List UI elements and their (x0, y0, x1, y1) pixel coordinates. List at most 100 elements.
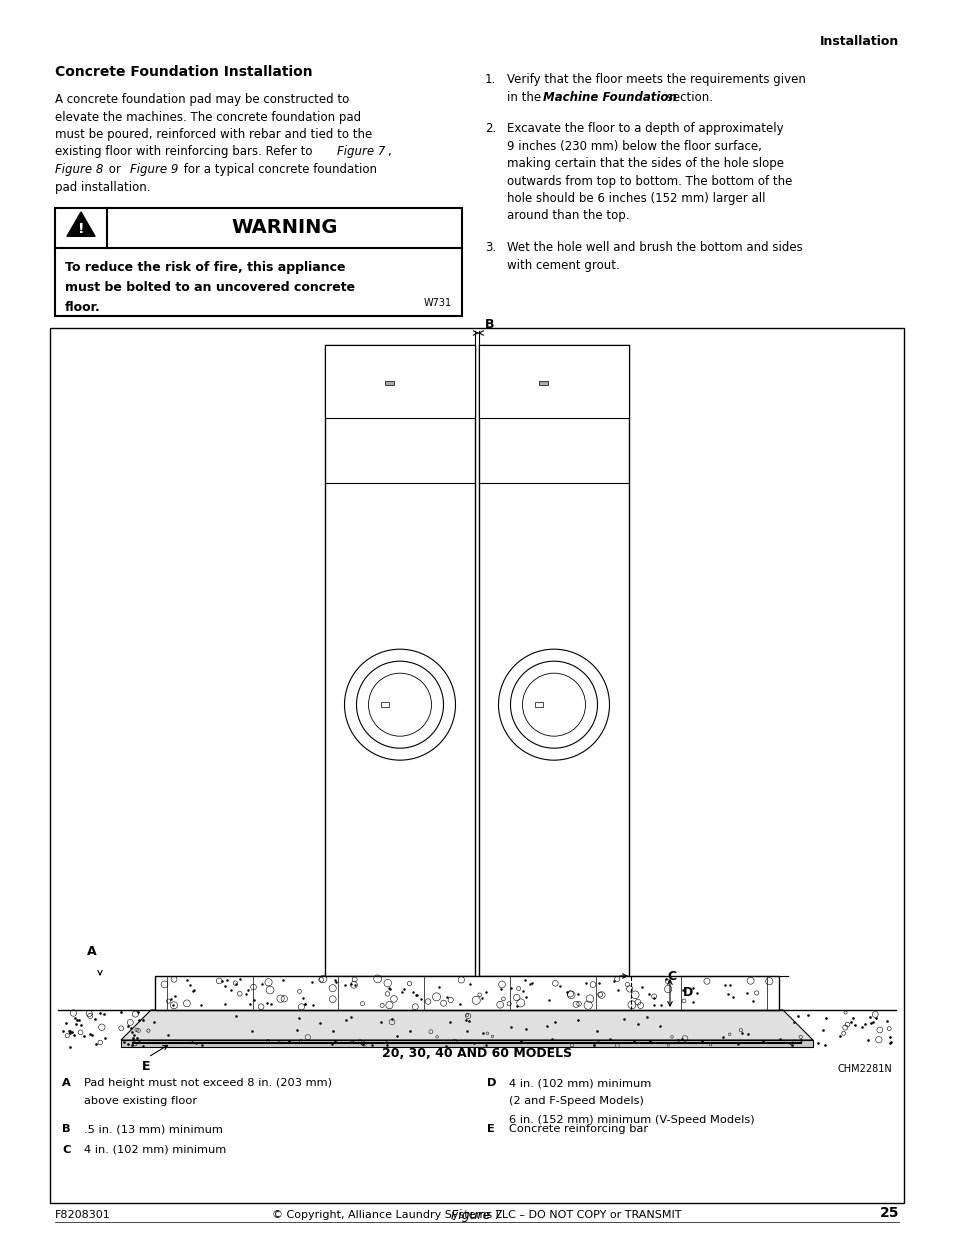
Point (642, 1031, 658, 1051)
Point (862, 1007, 877, 1026)
Point (881, 1028, 896, 1047)
Point (513, 1031, 528, 1051)
Point (228, 1007, 243, 1026)
Point (289, 1020, 304, 1040)
Point (547, 1011, 562, 1031)
Text: W731: W731 (423, 298, 452, 308)
Point (578, 973, 594, 993)
Text: D: D (682, 987, 693, 999)
Point (89, 1034, 104, 1053)
Point (755, 1031, 770, 1051)
Point (405, 982, 420, 1002)
Point (524, 973, 539, 993)
Text: in the: in the (506, 90, 544, 104)
Text: A: A (62, 1078, 71, 1088)
Bar (478, 345, 628, 976)
Point (459, 1021, 475, 1041)
Point (345, 1032, 360, 1052)
Bar (50, 329, 903, 1203)
Point (543, 1029, 558, 1049)
Point (96, 1004, 112, 1024)
Text: Installation: Installation (819, 35, 898, 48)
Text: E: E (142, 1061, 150, 1073)
Point (242, 994, 257, 1014)
Point (793, 1030, 808, 1050)
Point (831, 1026, 846, 1046)
Point (135, 1010, 151, 1030)
Point (862, 1013, 878, 1032)
Text: 20, 30, 40 AND 60 MODELS: 20, 30, 40 AND 60 MODELS (381, 1047, 572, 1060)
Point (338, 1010, 354, 1030)
Point (522, 974, 537, 994)
Point (414, 989, 429, 1009)
Point (297, 994, 313, 1014)
Text: Figure 7: Figure 7 (451, 1209, 502, 1221)
Point (281, 1031, 296, 1051)
Point (189, 1032, 204, 1052)
Point (120, 1034, 135, 1053)
Point (739, 983, 754, 1003)
Point (645, 995, 660, 1015)
Bar (121, 1040, 812, 1046)
Bar (535, 703, 542, 706)
Point (684, 978, 700, 998)
Point (223, 981, 238, 1000)
Bar (538, 380, 547, 384)
Text: pad installation.: pad installation. (55, 180, 151, 194)
Text: F8208301: F8208301 (55, 1210, 111, 1220)
Point (674, 1030, 689, 1050)
Point (131, 1032, 146, 1052)
Point (168, 987, 183, 1007)
Point (675, 981, 690, 1000)
Point (844, 1009, 860, 1029)
Text: section.: section. (662, 90, 712, 104)
Point (328, 1031, 343, 1051)
Point (97, 1029, 112, 1049)
Point (120, 1015, 135, 1035)
Text: B: B (484, 317, 494, 331)
Point (130, 1029, 145, 1049)
Point (135, 1036, 151, 1056)
Point (409, 986, 424, 1005)
Text: D: D (486, 1078, 496, 1088)
Point (684, 992, 700, 1011)
Point (815, 1020, 830, 1040)
Point (740, 1024, 755, 1044)
Point (238, 984, 253, 1004)
Point (586, 1035, 601, 1055)
Point (431, 977, 446, 997)
Point (800, 1005, 815, 1025)
Point (477, 982, 493, 1002)
Point (661, 971, 677, 990)
Point (466, 1034, 481, 1053)
Point (343, 1032, 358, 1052)
Point (715, 1026, 730, 1046)
Point (745, 992, 760, 1011)
Point (336, 974, 352, 994)
Point (68, 1008, 83, 1028)
Point (182, 974, 197, 994)
Point (670, 1030, 685, 1050)
Point (382, 979, 397, 999)
Text: Verify that the floor meets the requirements given: Verify that the floor meets the requirem… (506, 73, 805, 86)
Point (394, 982, 409, 1002)
Point (493, 979, 508, 999)
Point (305, 995, 320, 1015)
Point (379, 1035, 395, 1055)
Point (539, 1016, 555, 1036)
Point (477, 1035, 493, 1055)
Point (517, 987, 533, 1007)
Text: © Copyright, Alliance Laundry Systems LLC – DO NOT COPY or TRANSMIT: © Copyright, Alliance Laundry Systems LL… (272, 1210, 681, 1220)
Point (846, 1015, 862, 1035)
Point (842, 1011, 858, 1031)
Point (645, 988, 660, 1008)
Point (163, 989, 178, 1009)
Text: 25: 25 (879, 1207, 898, 1220)
Text: 9 inches (230 mm) below the floor surface,: 9 inches (230 mm) below the floor surfac… (506, 140, 761, 152)
Text: around than the top.: around than the top. (506, 210, 629, 222)
Bar (154, 976, 779, 1010)
Text: elevate the machines. The concrete foundation pad: elevate the machines. The concrete found… (55, 110, 361, 124)
Point (408, 986, 423, 1005)
Text: E: E (486, 1124, 495, 1134)
Bar (55, 207, 461, 316)
